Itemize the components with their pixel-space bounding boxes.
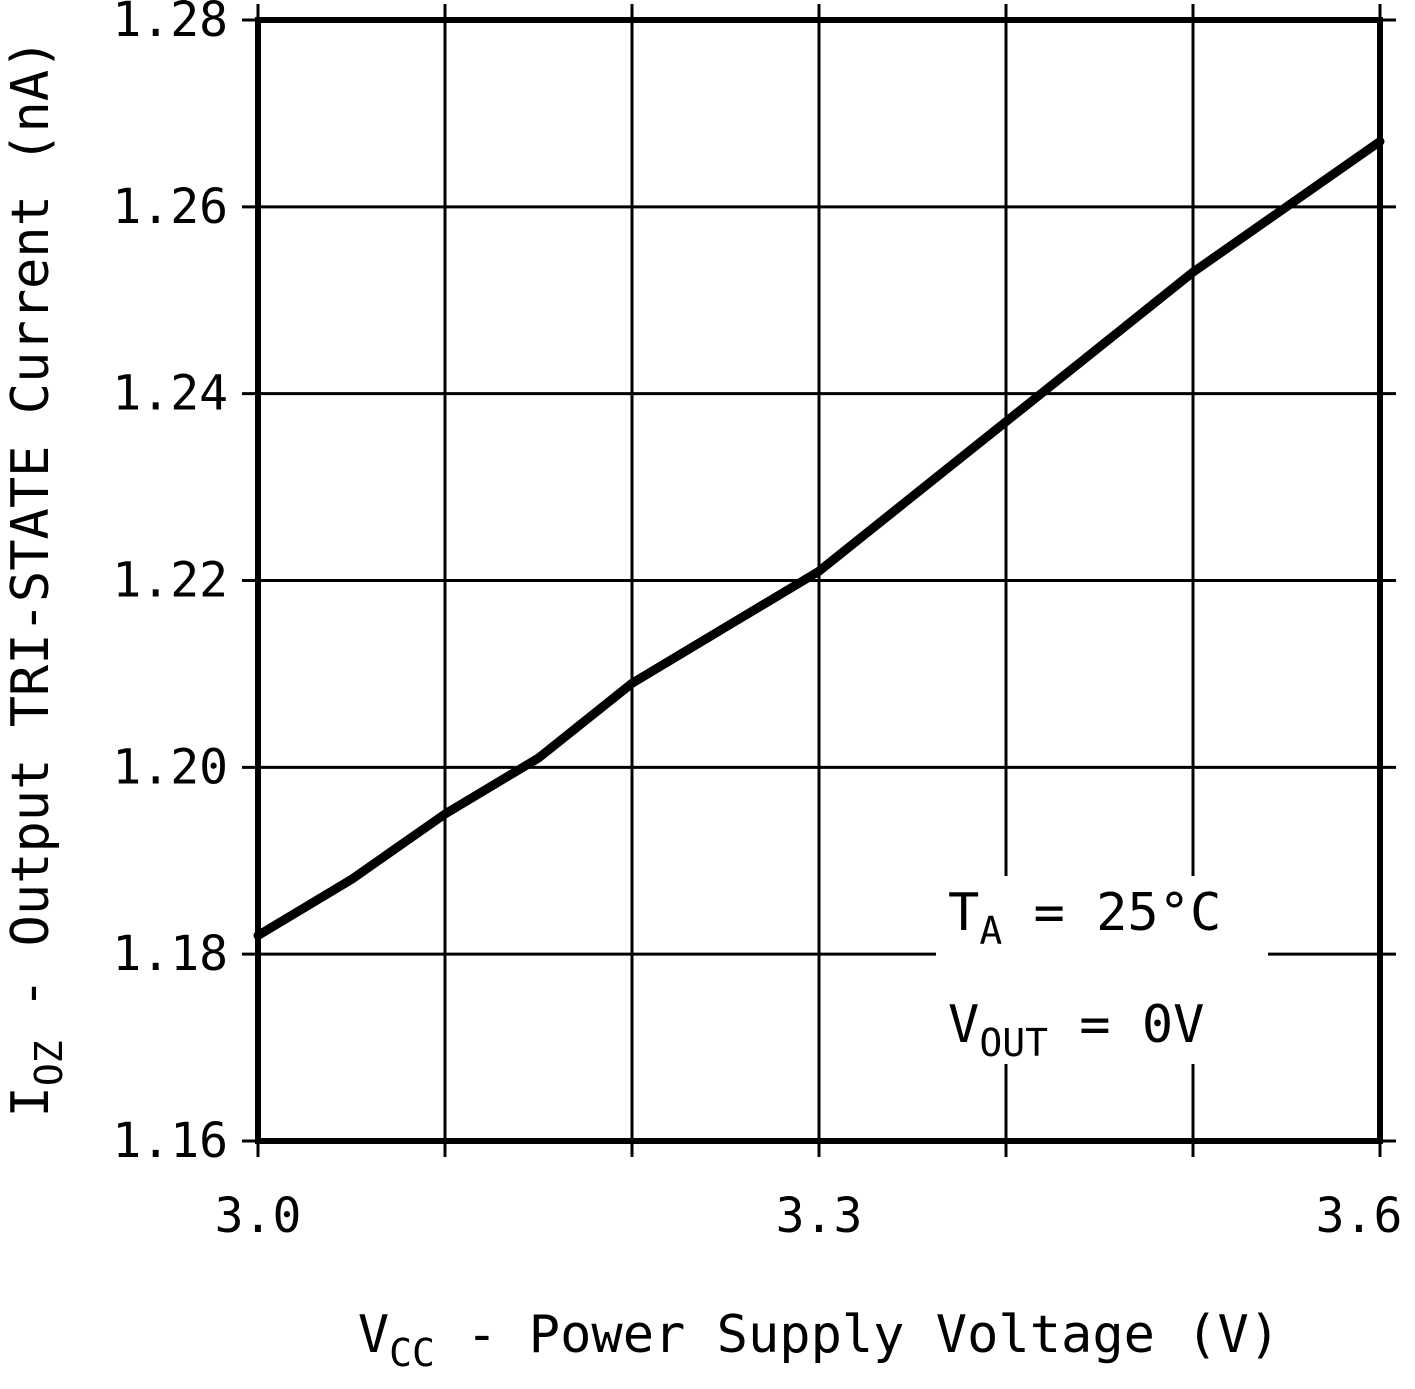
x-tick-label: 3.0	[215, 1188, 302, 1244]
y-tick-label: 1.28	[112, 0, 228, 48]
y-tick-label: 1.24	[112, 366, 228, 422]
y-tick-label: 1.20	[112, 739, 228, 795]
x-tick-label: 3.6	[1316, 1188, 1403, 1244]
x-axis-title: VCC - Power Supply Voltage (V)	[358, 1305, 1280, 1375]
series-line	[253, 136, 1385, 940]
x-tick-label: 3.3	[776, 1188, 863, 1244]
y-tick-label: 1.16	[112, 1113, 228, 1169]
annotation-backing	[936, 876, 1268, 1064]
y-tick-label: 1.26	[112, 179, 228, 235]
y-axis-title: IOZ - Output TRI-STATE Current (nA)	[1, 39, 71, 1118]
plot-frame	[255, 17, 1383, 1144]
y-tick-label: 1.18	[112, 926, 228, 982]
annotation-text: TA = 25°C	[948, 883, 1221, 953]
y-tick-label: 1.22	[112, 553, 228, 609]
